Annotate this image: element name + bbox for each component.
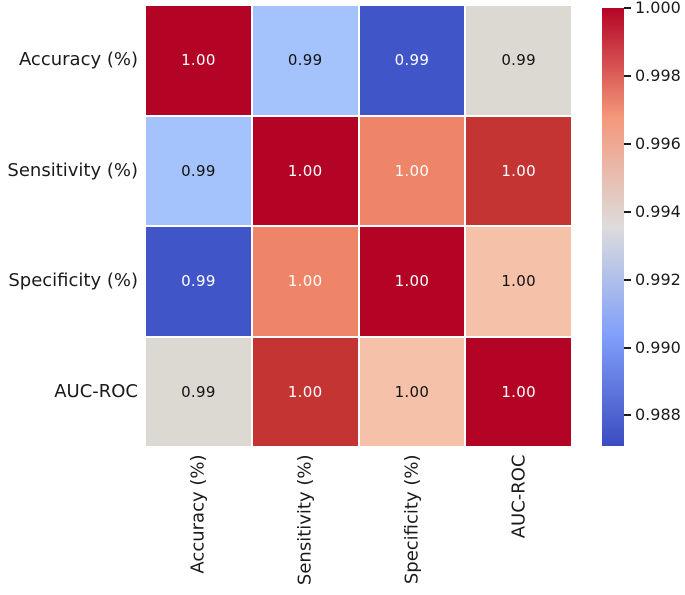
y-tick-label-2: Specificity (%)	[8, 270, 138, 291]
colorbar-tick-label-3: 0.994	[635, 201, 681, 221]
heatmap-cell-r2c2: 1.00	[359, 227, 465, 336]
heatmap-cell-r0c3: 0.99	[466, 6, 571, 115]
colorbar-tick-mark-0	[624, 7, 631, 9]
heatmap-cell-r0c0: 1.00	[146, 6, 251, 115]
heatmap-cell-r0c2: 0.99	[359, 6, 465, 115]
y-tick-label-0: Accuracy (%)	[18, 49, 138, 70]
heatmap-cell-r0c1: 0.99	[252, 6, 358, 115]
colorbar-gradient	[602, 8, 624, 446]
heatmap-cell-r2c0: 0.99	[146, 227, 251, 336]
heatmap-cell-r1c1: 1.00	[252, 116, 358, 225]
heatmap-cell-r1c0: 0.99	[146, 116, 251, 225]
colorbar-tick-label-4: 0.992	[635, 269, 681, 289]
y-tick-label-1: Sensitivity (%)	[7, 160, 138, 181]
colorbar-tick-label-0: 1.000	[635, 0, 681, 17]
heatmap-cell-r1c2: 1.00	[359, 116, 465, 225]
colorbar-tick-mark-1	[624, 74, 631, 77]
y-tick-label-3: AUC-ROC	[54, 381, 138, 402]
colorbar-tick-mark-5	[624, 346, 631, 349]
colorbar-tick-mark-3	[624, 210, 631, 213]
x-tick-label-1: Sensitivity (%)	[294, 454, 315, 585]
heatmap-cell-r3c2: 1.00	[359, 337, 465, 446]
heatmap-cell-r2c1: 1.00	[252, 227, 358, 336]
colorbar-tick-mark-4	[624, 278, 631, 281]
x-tick-label-3: AUC-ROC	[508, 454, 529, 538]
x-tick-label-0: Accuracy (%)	[187, 454, 208, 574]
heatmap-cell-r3c1: 1.00	[252, 337, 358, 446]
colorbar-tick-mark-6	[624, 414, 631, 417]
x-tick-label-2: Specificity (%)	[401, 454, 422, 584]
colorbar-tick-label-6: 0.988	[635, 405, 681, 425]
heatmap-cell-r3c3: 1.00	[466, 337, 571, 446]
colorbar-tick-label-5: 0.990	[635, 337, 681, 357]
colorbar-tick-label-2: 0.996	[635, 133, 681, 153]
heatmap-cell-r2c3: 1.00	[466, 227, 571, 336]
colorbar-tick-mark-2	[624, 142, 631, 145]
heatmap-grid: 1.00 0.99 0.99 0.99 0.99 1.00 1.00 1.00 0.99 1.00…	[146, 6, 571, 446]
heatmap-cell-r1c3: 1.00	[466, 116, 571, 225]
colorbar-tick-label-1: 0.998	[635, 65, 681, 85]
heatmap-cell-r3c0: 0.99	[146, 337, 251, 446]
